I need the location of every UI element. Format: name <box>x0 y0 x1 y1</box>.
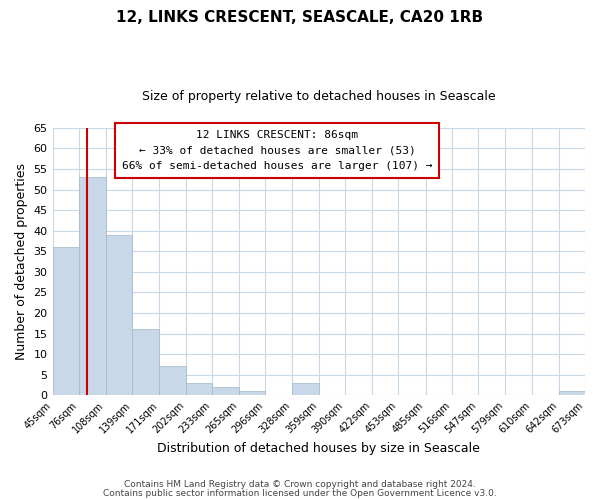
Text: 12 LINKS CRESCENT: 86sqm
← 33% of detached houses are smaller (53)
66% of semi-d: 12 LINKS CRESCENT: 86sqm ← 33% of detach… <box>122 130 433 171</box>
Bar <box>132 330 160 396</box>
Text: 12, LINKS CRESCENT, SEASCALE, CA20 1RB: 12, LINKS CRESCENT, SEASCALE, CA20 1RB <box>116 10 484 25</box>
X-axis label: Distribution of detached houses by size in Seascale: Distribution of detached houses by size … <box>157 442 480 455</box>
Text: Contains HM Land Registry data © Crown copyright and database right 2024.: Contains HM Land Registry data © Crown c… <box>124 480 476 489</box>
Title: Size of property relative to detached houses in Seascale: Size of property relative to detached ho… <box>142 90 496 103</box>
Bar <box>185 383 212 396</box>
Y-axis label: Number of detached properties: Number of detached properties <box>15 163 28 360</box>
Bar <box>106 235 132 396</box>
Bar <box>53 247 79 396</box>
Text: Contains public sector information licensed under the Open Government Licence v3: Contains public sector information licen… <box>103 488 497 498</box>
Bar <box>239 391 265 396</box>
Bar <box>160 366 185 396</box>
Bar <box>292 383 319 396</box>
Bar <box>79 177 106 396</box>
Bar <box>559 391 585 396</box>
Bar <box>212 387 239 396</box>
